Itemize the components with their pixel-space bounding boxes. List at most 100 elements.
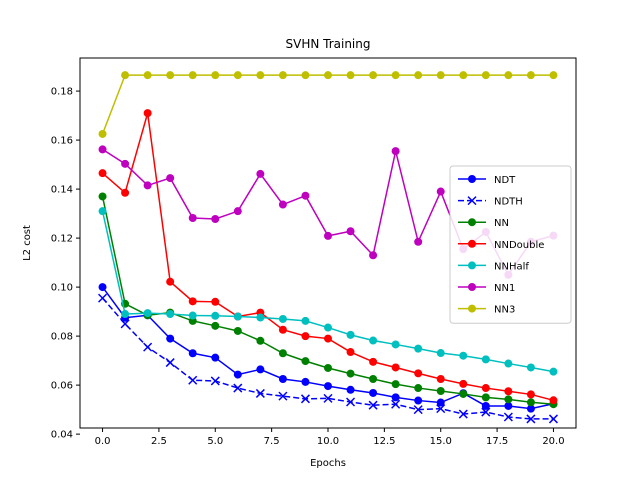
legend-label: NN3 <box>494 305 515 316</box>
data-point-nn1 <box>324 231 332 240</box>
data-point-nn <box>301 357 310 366</box>
series-line-ndth <box>101 297 554 420</box>
data-point-ndth <box>526 414 536 424</box>
legend-label: NNHalf <box>494 261 529 272</box>
x-axis-label: Epochs <box>310 458 346 469</box>
data-point-nn3 <box>98 129 107 138</box>
data-point-nndouble <box>391 363 400 372</box>
data-point-nn3 <box>549 71 558 80</box>
data-point-nn3 <box>414 71 423 80</box>
data-point-ndt <box>98 283 107 292</box>
legend-label: NN <box>494 218 509 229</box>
data-point-nn3 <box>211 71 220 80</box>
x-tick-label: 5.0 <box>207 436 223 447</box>
data-point-ndth <box>346 397 356 407</box>
data-point-nndouble <box>98 169 107 178</box>
data-point-nn <box>256 336 265 345</box>
data-point-ndt <box>188 349 197 358</box>
y-tick-label: 0.06 <box>51 381 73 392</box>
x-axis: 0.0 2.5 5.0 7.5 10.0 12.5 15.0 17.5 20.0 <box>95 428 565 447</box>
data-point-nn1 <box>166 174 175 183</box>
data-point-ndt <box>526 404 535 413</box>
series-ndth <box>98 293 558 424</box>
legend-marker <box>468 239 476 248</box>
data-point-nn3 <box>436 71 445 80</box>
data-point-nndouble <box>459 379 468 388</box>
legend-item-ndth: NDTH <box>458 196 523 208</box>
data-point-nn1 <box>256 169 265 178</box>
data-point-nn <box>391 380 400 389</box>
data-point-nn1 <box>98 145 107 154</box>
legend-marker <box>468 218 476 227</box>
data-point-nndouble <box>346 348 355 357</box>
data-point-nndouble <box>481 384 490 393</box>
data-point-nn3 <box>233 71 242 80</box>
data-point-ndth <box>391 399 401 409</box>
data-point-nn3 <box>121 71 130 80</box>
data-point-ndt <box>256 365 265 374</box>
legend-marker <box>468 304 476 313</box>
x-tick-label: 17.5 <box>486 436 508 447</box>
x-tick-label: 20.0 <box>542 436 564 447</box>
data-point-nndouble <box>369 357 378 366</box>
data-point-nn <box>414 384 423 393</box>
data-point-nnhalf <box>414 344 423 353</box>
legend-item-ndt: NDT <box>458 175 516 186</box>
y-tick-label: 0.18 <box>51 87 73 98</box>
data-point-nn3 <box>324 71 332 80</box>
data-point-nn1 <box>369 251 378 260</box>
plot-area <box>98 71 558 424</box>
data-point-nn <box>459 389 468 398</box>
data-point-nn1 <box>414 237 423 246</box>
x-tick-label: 2.5 <box>151 436 167 447</box>
data-point-nndouble <box>436 374 445 383</box>
data-point-nn1 <box>436 187 445 196</box>
data-point-nn3 <box>301 71 310 80</box>
data-point-nndouble <box>549 396 558 405</box>
legend-marker <box>468 283 476 291</box>
data-point-nndouble <box>121 188 130 197</box>
data-point-nndouble <box>324 334 332 343</box>
data-point-ndt <box>346 385 355 394</box>
data-point-nndouble <box>414 369 423 378</box>
data-point-nnhalf <box>166 310 175 319</box>
data-point-nnhalf <box>481 355 490 364</box>
data-point-nnhalf <box>211 311 220 320</box>
data-point-ndt <box>324 382 332 391</box>
data-point-nn <box>504 395 513 404</box>
data-point-nn <box>211 321 220 330</box>
series-nn3 <box>98 71 558 138</box>
data-point-nn1 <box>346 227 355 236</box>
data-point-ndth <box>98 293 108 303</box>
data-point-nndouble <box>504 387 513 396</box>
data-point-nnhalf <box>526 363 535 372</box>
x-tick-label: 12.5 <box>373 436 395 447</box>
data-point-ndt <box>414 396 423 405</box>
data-point-ndt <box>369 388 378 397</box>
data-point-nnhalf <box>256 313 265 322</box>
data-point-nnhalf <box>436 349 445 358</box>
data-point-ndt <box>436 398 445 407</box>
data-point-nn3 <box>188 71 197 80</box>
data-point-nn <box>481 393 490 402</box>
data-point-nn1 <box>301 191 310 200</box>
data-point-nn <box>98 192 107 201</box>
data-point-nn3 <box>256 71 265 80</box>
data-point-ndt <box>233 370 242 379</box>
legend-item-nndouble: NNDouble <box>458 239 544 251</box>
legend-box <box>449 165 572 324</box>
data-point-ndth <box>323 393 333 403</box>
data-point-ndt <box>301 377 310 386</box>
data-point-ndt <box>166 334 175 343</box>
legend-marker <box>468 261 476 270</box>
data-point-nn3 <box>391 71 400 80</box>
data-point-ndth <box>188 375 198 385</box>
data-point-nndouble <box>188 297 197 306</box>
data-point-nn3 <box>504 71 513 80</box>
x-tick-label: 15.0 <box>430 436 452 447</box>
legend: NDT NDTH NN NNDouble NNHalf NN1 NN3 <box>449 165 572 324</box>
data-point-ndt <box>481 401 490 410</box>
legend-label: NDTH <box>494 197 523 208</box>
data-point-ndth <box>368 400 378 410</box>
